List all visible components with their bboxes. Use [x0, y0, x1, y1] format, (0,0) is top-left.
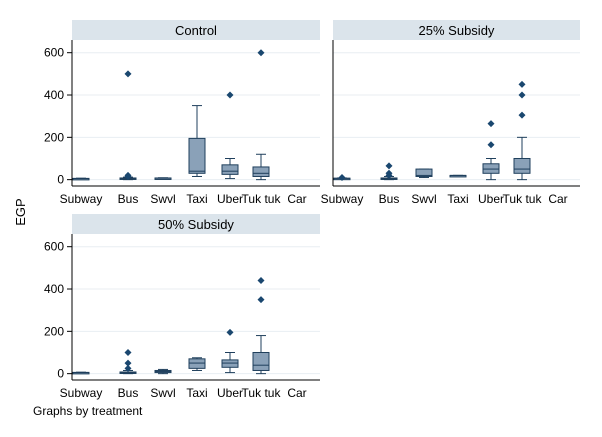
box-taxi — [188, 357, 206, 371]
outlier-point — [124, 70, 132, 78]
box-taxi — [188, 105, 206, 177]
box-bus — [380, 162, 398, 181]
outlier-point — [518, 111, 526, 119]
box-tuk-tuk — [513, 80, 531, 181]
box-iqr — [252, 351, 270, 371]
outlier-point — [226, 91, 234, 99]
box-iqr — [188, 137, 206, 174]
x-tick-label: Bus — [379, 192, 400, 206]
y-tick-label: 200 — [44, 130, 64, 144]
outlier-point — [385, 162, 393, 170]
x-tick-label: Uber — [217, 386, 243, 400]
box-subway — [333, 174, 351, 182]
panel-title: 50% Subsidy — [158, 217, 234, 232]
box-iqr — [221, 164, 239, 175]
box-swvl — [154, 368, 172, 375]
box-tuk-tuk — [252, 277, 270, 375]
box-uber — [221, 328, 239, 374]
outlier-point — [124, 359, 132, 367]
box-iqr — [513, 157, 531, 174]
box-iqr — [252, 166, 270, 177]
outlier-point — [487, 141, 495, 149]
box-uber — [482, 120, 500, 181]
panel-title: 25% Subsidy — [419, 23, 495, 38]
box-bus — [119, 348, 137, 375]
box-iqr — [415, 168, 433, 177]
panel-0: Control 0 200 400 600 Subway Bus Swvl Taxi UberTu… — [44, 20, 320, 206]
x-tick-label: Tuk tuk — [242, 192, 282, 206]
y-tick-label: 0 — [57, 173, 64, 187]
x-tick-label: Subway — [60, 192, 103, 206]
x-tick-label: Bus — [118, 192, 139, 206]
outlier-point — [257, 296, 265, 304]
graphs-by-note: Graphs by treatment — [33, 404, 143, 418]
outlier-point — [487, 120, 495, 128]
panel-header — [72, 20, 320, 40]
x-tick-label: Subway — [321, 192, 364, 206]
x-tick-label: Swvl — [411, 192, 436, 206]
box-iqr — [188, 358, 206, 369]
panel-title: Control — [175, 23, 217, 38]
x-tick-label: Car — [548, 192, 567, 206]
outlier-point — [124, 348, 132, 356]
y-tick-label: 400 — [44, 88, 64, 102]
y-tick-label: 400 — [44, 282, 64, 296]
x-tick-label: Tuk tuk — [503, 192, 543, 206]
y-tick-label: 200 — [44, 324, 64, 338]
x-tick-label: Taxi — [186, 192, 207, 206]
outlier-point — [124, 364, 132, 372]
x-tick-label: Car — [287, 386, 306, 400]
outlier-point — [124, 171, 132, 179]
box-taxi — [449, 174, 467, 178]
box-swvl — [154, 177, 172, 180]
box-swvl — [415, 168, 433, 179]
x-tick-label: Uber — [217, 192, 243, 206]
box-subway — [72, 371, 90, 375]
outlier-point — [518, 91, 526, 99]
x-tick-label: Swvl — [150, 192, 175, 206]
box-subway — [72, 177, 90, 181]
x-tick-label: Car — [287, 192, 306, 206]
x-tick-label: Subway — [60, 386, 103, 400]
box-bus — [119, 70, 137, 181]
x-tick-label: Uber — [478, 192, 504, 206]
outlier-point — [338, 174, 346, 182]
box-iqr — [221, 359, 239, 368]
x-tick-label: Tuk tuk — [242, 386, 282, 400]
y-tick-label: 600 — [44, 46, 64, 60]
y-tick-label: 600 — [44, 240, 64, 254]
box-iqr — [482, 163, 500, 174]
x-tick-label: Taxi — [447, 192, 468, 206]
y-axis-label: EGP — [13, 198, 28, 225]
panel-header — [333, 20, 580, 40]
box-uber — [221, 91, 239, 180]
y-tick-label: 0 — [57, 367, 64, 381]
x-tick-label: Bus — [118, 386, 139, 400]
box-tuk-tuk — [252, 49, 270, 181]
x-tick-label: Swvl — [150, 386, 175, 400]
outlier-point — [257, 49, 265, 57]
outlier-point — [226, 328, 234, 336]
panel-header — [72, 214, 320, 234]
outlier-point — [385, 169, 393, 177]
panel-2: 50% Subsidy 0 200 400 600 Subway Bus Swvl Taxi Ub… — [44, 214, 320, 400]
outlier-point — [257, 277, 265, 285]
outlier-point — [518, 80, 526, 88]
x-tick-label: Taxi — [186, 386, 207, 400]
